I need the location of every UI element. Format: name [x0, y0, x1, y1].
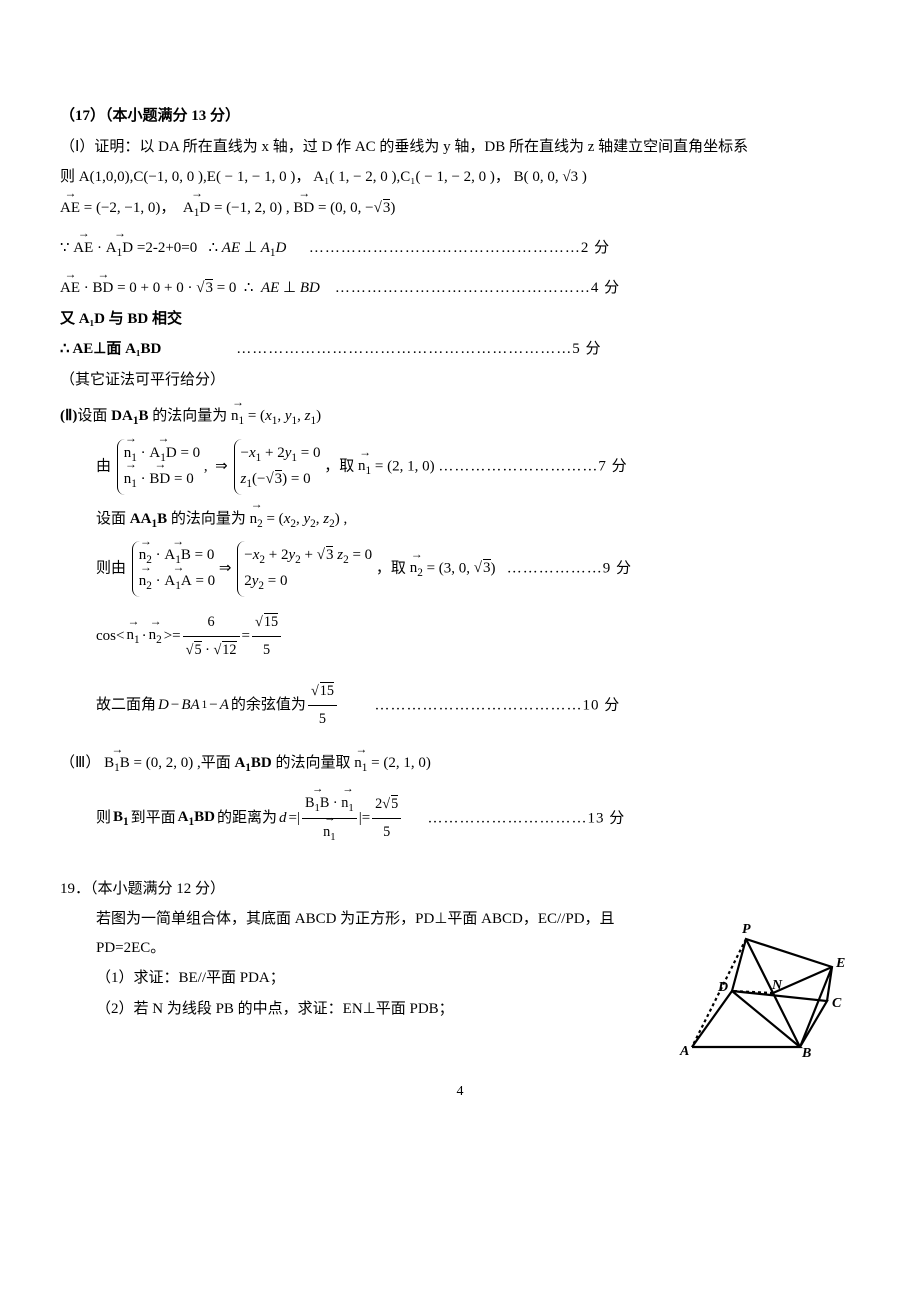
q17-part3: （Ⅲ） B1B = (0, 2, 0) ,平面 A1BD 的法向量取 n1 = …	[60, 749, 860, 779]
q19-header: 19．（本小题满分 12 分）	[60, 875, 860, 904]
svg-text:C: C	[832, 996, 842, 1011]
score-13: …………………………13 分	[427, 810, 625, 826]
svg-text:D: D	[717, 980, 728, 995]
dihedral-den: 5	[308, 706, 337, 733]
svg-text:E: E	[835, 956, 845, 971]
score-7: …………………………7 分	[438, 458, 627, 474]
q17-cos: cos< n1 · n2 >= 6 5 · 12 = 15 5	[60, 609, 860, 664]
q17-intersect: 又 A₁D 与 BD 相交	[60, 305, 860, 334]
q17-part2-intro2: 设面 AA1B 的法向量为 n2 = (x2, y2, z2) ,	[60, 505, 860, 535]
q17-dot1: ∵ AE · A1D =2-2+0=0 ∴ AE ⊥ A1D …………………………	[60, 234, 860, 264]
dist-den: 5	[372, 819, 401, 846]
q17-part2-system2: 则由 n2 · A1B = 0 n2 · A1A = 0 ⇒ −x2 + 2y2…	[60, 541, 860, 597]
q17-part2-intro: (Ⅱ)设面 DA1B 的法向量为 n1 = (x1, y1, z1)	[60, 402, 860, 432]
q17-note: （其它证法可平行给分）	[60, 366, 860, 395]
q17-part3-dist: 则 B1 到平面 A1BD 的距离为 d =| B1B · n1 n1 |= 2…	[60, 790, 860, 847]
q17-part2-system1: 由 n1 · A1D = 0 n1 · BD = 0 , ⇒ −x1 + 2y1…	[60, 439, 860, 495]
q17-conclusion: ∴ AE⊥面 A₁BD	[60, 341, 161, 357]
q17-coords: 则 A(1,0,0),C(−1, 0, 0 ),E( − 1, − 1, 0 )…	[60, 163, 860, 192]
score-9: ………………9 分	[507, 560, 632, 576]
score-10: …………………………………10 分	[375, 697, 621, 713]
cos-den2: 5	[252, 637, 281, 664]
q17-conclusion-row: ∴ AE⊥面 A₁BD ………………………………………………………5 分	[60, 335, 860, 364]
q17-part1-label: （Ⅰ）证明：以 DA 所在直线为 x 轴，过 D 作 AC 的垂线为 y 轴，D…	[60, 133, 860, 162]
svg-text:B: B	[801, 1046, 811, 1059]
q17-dihedral: 故二面角 D − BA1 − A 的余弦值为 15 5 …………………………………	[60, 678, 860, 733]
q17-dot2: AE · BD = 0 + 0 + 0 · 3 = 0 ∴ AE ⊥ BD ………	[60, 274, 860, 303]
svg-text:N: N	[771, 978, 783, 993]
score-4: …………………………………………4 分	[335, 280, 620, 296]
q17-header: （17）（本小题满分 13 分）	[60, 102, 860, 131]
page-number: 4	[60, 1079, 860, 1106]
svg-text:P: P	[742, 922, 751, 937]
cos-num1: 6	[183, 609, 240, 637]
score-5: ………………………………………………………5 分	[236, 341, 601, 357]
q19-figure: P E D N C A B	[672, 909, 852, 1059]
svg-text:A: A	[679, 1044, 689, 1059]
score-2: ……………………………………………2 分	[309, 240, 610, 256]
q17-vectors: AE = (−2, −1, 0)， A1D = (−1, 2, 0) , BD …	[60, 194, 860, 224]
